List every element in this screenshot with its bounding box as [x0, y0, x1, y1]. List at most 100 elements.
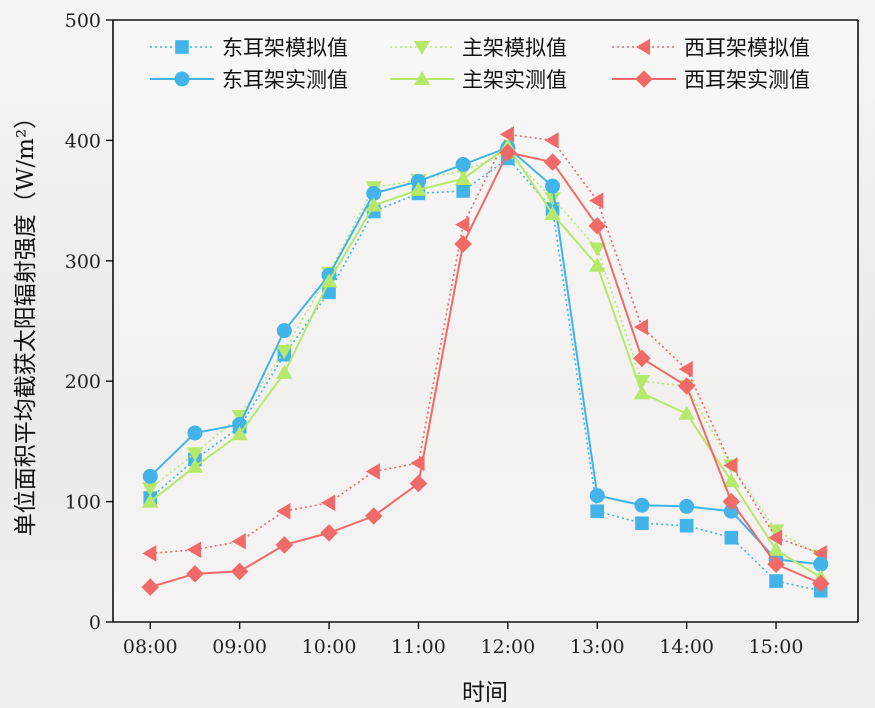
data-point — [455, 156, 471, 172]
x-tick-label: 10:00 — [302, 636, 357, 658]
series-6 — [141, 143, 830, 596]
data-point — [589, 192, 604, 209]
data-point — [589, 488, 605, 504]
data-point — [679, 498, 695, 514]
y-tick-label: 200 — [65, 371, 101, 393]
x-axis-title: 时间 — [462, 680, 508, 706]
data-point — [231, 426, 248, 441]
data-point — [769, 574, 783, 588]
data-point — [767, 555, 785, 573]
data-point — [723, 473, 740, 488]
data-point — [454, 170, 472, 186]
data-point — [230, 562, 249, 581]
data-point — [722, 492, 741, 511]
data-point — [543, 153, 562, 171]
series-3 — [142, 126, 827, 562]
data-point — [544, 205, 561, 220]
data-point — [768, 529, 783, 546]
data-point — [677, 377, 696, 395]
legend-label: 西耳架模拟值 — [684, 36, 810, 60]
plot-frame — [112, 19, 859, 623]
x-tick-label: 11:00 — [391, 636, 446, 658]
y-axis-title: 单位面积平均截获太阳辐射强度（W/m²） — [13, 106, 39, 536]
data-point — [456, 184, 470, 198]
data-point — [231, 533, 246, 550]
data-point — [454, 235, 472, 253]
data-point — [633, 318, 649, 336]
x-tick-label: 15:00 — [749, 636, 804, 658]
legend-item: 主架模拟值 — [390, 36, 567, 60]
series-line — [150, 133, 822, 555]
series-line — [149, 146, 821, 566]
data-point — [678, 360, 693, 378]
legend-item: 西耳架实测值 — [612, 68, 810, 92]
data-point — [455, 216, 470, 233]
data-point — [276, 345, 293, 360]
y-tick-label: 500 — [65, 10, 101, 32]
series-4 — [142, 140, 829, 572]
data-point — [589, 242, 606, 257]
y-tick-label: 300 — [65, 251, 101, 273]
legend-item: 东耳架模拟值 — [150, 36, 348, 60]
data-point — [813, 556, 829, 572]
legend-item: 西耳架模拟值 — [612, 36, 810, 60]
legend-marker — [635, 70, 653, 88]
y-tick-label: 0 — [89, 612, 101, 634]
data-point — [186, 565, 204, 583]
series-line — [149, 144, 822, 579]
data-point — [276, 364, 293, 379]
x-tick-label: 13:00 — [570, 636, 625, 658]
data-point — [409, 474, 428, 493]
data-point — [276, 323, 292, 339]
data-point — [186, 447, 204, 462]
data-point — [320, 273, 338, 288]
x-tick-label: 09:00 — [212, 636, 267, 658]
x-axis-ticks: 08:00 09:00 10:00 11:00 12:00 13:00 14:00 15:00 — [123, 622, 804, 658]
legend-marker — [413, 71, 431, 86]
y-tick-label: 100 — [65, 492, 101, 514]
data-point — [187, 425, 203, 441]
data-point — [275, 536, 294, 554]
series-line — [149, 157, 821, 592]
data-point — [364, 507, 383, 525]
y-tick-label: 400 — [65, 130, 101, 152]
data-point — [186, 541, 202, 558]
legend-marker — [175, 40, 189, 54]
data-point — [141, 578, 160, 596]
x-tick-label: 12:00 — [480, 636, 535, 658]
data-point — [544, 132, 559, 149]
data-point — [811, 574, 830, 593]
legend-label: 主架实测值 — [462, 68, 567, 92]
series-line — [150, 151, 822, 589]
data-point — [365, 463, 380, 480]
legend-marker — [636, 38, 651, 56]
data-point — [723, 457, 738, 474]
data-point — [589, 257, 606, 272]
data-point — [499, 143, 517, 162]
legend-marker — [174, 71, 190, 87]
data-point — [186, 458, 204, 473]
x-tick-label: 08:00 — [123, 636, 178, 658]
legend-label: 东耳架实测值 — [222, 68, 348, 92]
data-point — [142, 545, 157, 562]
data-point — [545, 178, 561, 194]
legend-label: 东耳架模拟值 — [222, 36, 348, 60]
data-point — [635, 516, 649, 531]
plot-area — [113, 20, 858, 622]
data-point — [276, 503, 291, 520]
series-layer — [141, 126, 830, 598]
data-point — [321, 494, 336, 512]
legend-item: 东耳架实测值 — [150, 68, 348, 92]
legend-label: 西耳架实测值 — [684, 68, 810, 92]
data-point — [365, 197, 382, 212]
data-point — [588, 217, 607, 235]
data-point — [410, 181, 427, 196]
legend-label: 主架模拟值 — [462, 36, 567, 60]
data-point — [142, 468, 158, 484]
data-point — [767, 541, 785, 556]
y-axis-ticks: 0 100 200 300 400 500 — [65, 10, 113, 634]
data-point — [320, 524, 338, 542]
legend-marker — [413, 40, 431, 55]
